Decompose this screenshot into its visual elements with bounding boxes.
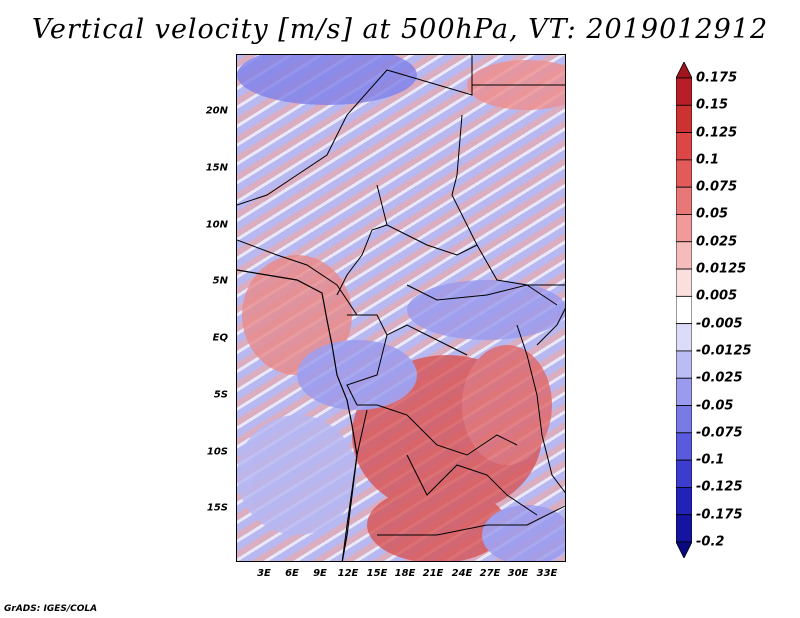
lat-label-10n: 10N — [205, 219, 228, 231]
colorbar-band — [676, 186, 692, 215]
colorbar-label: 0.1 — [696, 152, 720, 168]
border-line — [346, 334, 388, 406]
border-line — [237, 55, 473, 206]
colorbar-label: -0.005 — [696, 316, 743, 332]
border-line — [386, 224, 478, 256]
border-line — [347, 314, 468, 356]
lon-label-30e: 30E — [507, 568, 529, 579]
lat-label-eq: EQ — [212, 332, 228, 344]
lon-label-15e: 15E — [366, 568, 388, 579]
border-line — [341, 409, 368, 561]
colorbar-label: -0.025 — [696, 370, 743, 386]
map-panel — [236, 54, 566, 562]
lon-label-3e: 3E — [257, 568, 271, 579]
lat-label-5n: 5N — [212, 275, 228, 287]
colorbar-label: -0.075 — [696, 425, 743, 441]
lon-label-24e: 24E — [451, 568, 473, 579]
colorbar-band — [676, 241, 692, 270]
colorbar-band — [676, 323, 692, 352]
field-blob — [367, 487, 507, 561]
lat-label-5s: 5S — [213, 389, 228, 401]
colorbar-band — [676, 350, 692, 379]
colorbar-label: -0.2 — [696, 534, 725, 550]
colorbar-label: 0.005 — [696, 288, 738, 304]
border-line — [377, 505, 565, 536]
colorbar-label: -0.175 — [696, 507, 743, 523]
lat-label-10s: 10S — [206, 446, 228, 458]
grads-credit: GrADS: IGES/COLA — [4, 604, 98, 614]
lon-label-12e: 12E — [337, 568, 359, 579]
colorbar-band — [676, 104, 692, 133]
field-blob — [462, 345, 552, 465]
lon-label-33e: 33E — [536, 568, 558, 579]
colorbar-top-arrow — [676, 62, 692, 79]
colorbar-bottom-arrow — [676, 541, 692, 558]
colorbar-label: 0.15 — [696, 97, 729, 113]
colorbar-band — [676, 514, 692, 543]
colorbar-label: 0.175 — [696, 70, 738, 86]
colorbar-band — [676, 268, 692, 297]
colorbar-band — [676, 487, 692, 516]
border-line — [336, 184, 388, 296]
field-blob — [237, 55, 417, 105]
field-blob — [242, 255, 352, 375]
lon-label-18e: 18E — [394, 568, 416, 579]
colorbar-band — [676, 377, 692, 406]
colorbar-label: -0.125 — [696, 479, 743, 495]
coastline — [237, 269, 358, 561]
colorbar-label: 0.075 — [696, 179, 738, 195]
colorbar-label: 0.05 — [696, 206, 729, 222]
colorbar — [676, 62, 692, 558]
lon-label-9e: 9E — [313, 568, 327, 579]
coastline-path — [237, 269, 358, 561]
colorbar-label: -0.05 — [696, 398, 734, 414]
colorbar-band — [676, 77, 692, 106]
border-line — [516, 324, 565, 494]
field-blob — [297, 340, 417, 410]
field-blob — [482, 505, 565, 561]
field-blob — [407, 280, 565, 340]
lon-label-6e: 6E — [285, 568, 299, 579]
colorbar-label: -0.1 — [696, 452, 725, 468]
colorbar-label: 0.0125 — [696, 261, 747, 277]
border-line — [237, 239, 358, 316]
lat-label-15n: 15N — [205, 162, 228, 174]
country-borders — [237, 55, 565, 561]
lon-label-21e: 21E — [422, 568, 444, 579]
colorbar-band — [676, 432, 692, 461]
colorbar-label: 0.125 — [696, 125, 738, 141]
border-line — [536, 307, 565, 346]
colorbar-band — [676, 405, 692, 434]
lat-label-20n: 20N — [205, 105, 228, 117]
colorbar-band — [676, 459, 692, 488]
colorbar-band — [676, 214, 692, 243]
border-line — [406, 454, 538, 516]
field-blob — [237, 415, 357, 535]
colorbar-band — [676, 295, 692, 325]
map-field — [237, 55, 565, 561]
lat-label-15s: 15S — [206, 502, 228, 514]
border-line — [451, 114, 565, 286]
colorbar-band — [676, 132, 692, 161]
border-line — [406, 284, 558, 306]
colorbar-label: 0.025 — [696, 234, 738, 250]
colorbar-label: -0.0125 — [696, 343, 752, 359]
map-title: Vertical velocity [m/s] at 500hPa, VT: 2… — [31, 14, 769, 45]
border-line — [357, 404, 518, 456]
lon-label-27e: 27E — [479, 568, 501, 579]
colorbar-band — [676, 159, 692, 188]
